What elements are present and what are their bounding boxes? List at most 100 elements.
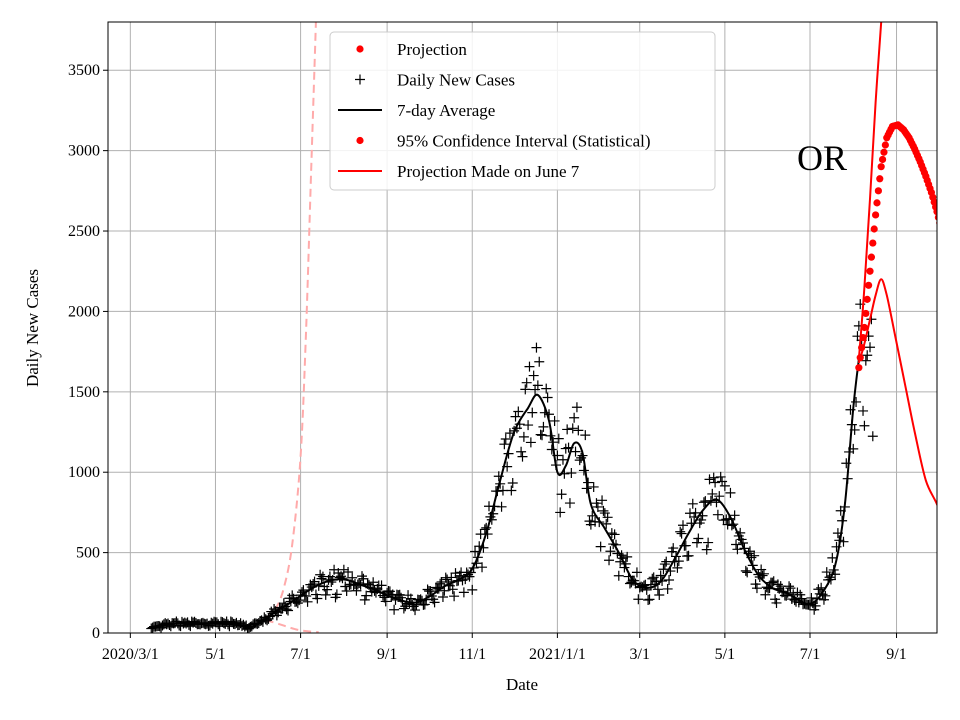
x-axis-label: Date — [506, 675, 538, 694]
daily-case-marker — [693, 533, 704, 544]
daily-case-marker — [567, 423, 578, 434]
projection-dot — [877, 163, 885, 171]
x-axis: 2020/3/1 5/1 7/1 9/1 11/1 2021/1/1 3/1 5/1 7/1 9/… — [102, 633, 907, 663]
x-tick-label: 3/1 — [630, 646, 650, 663]
daily-case-marker — [331, 589, 342, 600]
legend-label: Projection Made on June 7 — [397, 162, 580, 181]
projection-dot — [876, 175, 884, 183]
daily-case-marker — [419, 599, 430, 610]
daily-case-marker — [598, 505, 609, 516]
projection-dot — [865, 281, 873, 289]
daily-case-marker — [683, 550, 694, 561]
daily-case-marker — [458, 587, 469, 598]
daily-case-marker — [851, 396, 862, 407]
y-tick-label: 1500 — [68, 384, 100, 401]
daily-case-marker — [534, 356, 545, 367]
x-tick-label: 2021/1/1 — [529, 646, 586, 663]
daily-case-marker — [622, 551, 633, 562]
legend-label: 95% Confidence Interval (Statistical) — [397, 132, 651, 151]
daily-case-marker — [523, 420, 534, 431]
daily-case-marker — [775, 581, 786, 592]
daily-case-marker — [449, 591, 460, 602]
daily-case-marker — [658, 564, 669, 575]
daily-case-marker — [437, 592, 448, 603]
projection-dot — [859, 333, 867, 342]
daily-case-marker — [654, 589, 665, 600]
june7-projection-upper — [264, 22, 317, 620]
x-tick-label: 7/1 — [290, 646, 310, 663]
y-tick-label: 2000 — [68, 303, 100, 320]
projection-dot — [867, 253, 876, 261]
daily-case-marker — [643, 594, 654, 605]
daily-case-marker — [858, 405, 869, 416]
daily-case-marker — [714, 491, 725, 502]
daily-case-marker — [337, 573, 348, 584]
projection-dot — [878, 155, 887, 164]
daily-case-marker — [760, 589, 771, 600]
daily-case-marker — [521, 377, 532, 388]
daily-case-marker — [516, 446, 527, 457]
daily-case-marker — [712, 509, 723, 520]
daily-case-marker — [644, 594, 655, 605]
daily-case-marker — [518, 431, 529, 442]
daily-case-marker — [633, 594, 644, 605]
daily-case-marker — [450, 568, 461, 579]
daily-case-marker — [283, 605, 294, 616]
y-tick-label: 0 — [92, 625, 100, 642]
y-tick-label: 3500 — [68, 62, 100, 79]
daily-case-marker — [549, 415, 560, 426]
x-tick-label: 2020/3/1 — [102, 646, 159, 663]
daily-case-marker — [542, 392, 553, 403]
daily-case-marker — [698, 497, 709, 508]
daily-case-marker — [524, 361, 535, 372]
daily-case-marker — [673, 556, 684, 567]
daily-case-marker — [820, 590, 831, 601]
daily-case-marker — [546, 444, 557, 455]
daily-case-marker — [496, 501, 507, 512]
daily-case-marker — [477, 562, 488, 573]
y-tick-label: 3000 — [68, 143, 100, 160]
y-axis: 0 500 1000 1500 2000 2500 3000 3500 — [68, 62, 108, 642]
projection-dot — [934, 214, 937, 221]
daily-case-marker — [507, 477, 518, 488]
daily-case-marker — [729, 510, 740, 521]
daily-case-marker — [580, 430, 591, 441]
daily-case-marker — [715, 471, 726, 482]
daily-case-marker — [322, 584, 333, 595]
daily-case-marker — [609, 529, 620, 540]
daily-case-marker — [810, 600, 821, 611]
x-tick-label: 11/1 — [458, 646, 486, 663]
daily-case-marker — [557, 454, 568, 465]
daily-case-marker — [602, 512, 613, 523]
daily-case-marker — [537, 430, 548, 441]
daily-case-marker — [467, 584, 478, 595]
projection-dot — [856, 354, 864, 362]
daily-case-marker — [740, 565, 751, 576]
daily-case-marker — [506, 485, 517, 496]
daily-case-marker — [520, 384, 531, 395]
daily-case-marker — [309, 576, 320, 587]
daily-case-marker — [517, 451, 528, 462]
daily-case-marker — [731, 539, 742, 550]
daily-case-marker — [380, 596, 391, 607]
daily-case-marker — [744, 546, 755, 557]
daily-case-marker — [771, 597, 782, 608]
projection-dot — [860, 323, 869, 332]
legend-label: 7-day Average — [397, 101, 495, 120]
daily-case-marker — [613, 570, 624, 581]
daily-case-marker — [767, 577, 778, 588]
legend-box — [329, 31, 716, 191]
daily-case-marker — [535, 429, 546, 440]
daily-case-marker — [588, 481, 599, 492]
projection-dot — [873, 199, 881, 207]
daily-case-marker — [672, 562, 683, 573]
daily-case-marker — [860, 355, 871, 366]
daily-case-marker — [351, 585, 362, 596]
daily-case-marker — [827, 552, 838, 563]
daily-case-marker — [690, 507, 701, 518]
daily-case-marker — [659, 559, 670, 570]
daily-case-marker — [310, 589, 321, 600]
daily-case-marker — [442, 574, 453, 585]
legend-dot-marker — [356, 136, 364, 145]
y-tick-label: 500 — [76, 545, 100, 562]
